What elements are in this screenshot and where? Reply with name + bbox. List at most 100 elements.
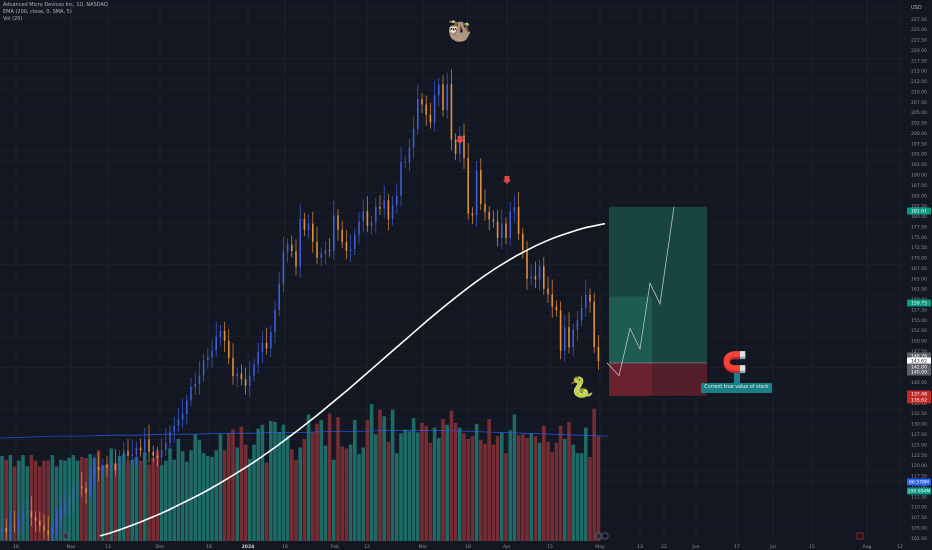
volume-bar: [269, 421, 273, 542]
candle-body: [404, 161, 406, 163]
candle-body: [249, 375, 251, 386]
volume-bar: [445, 424, 449, 542]
volume-bar: [546, 441, 550, 542]
candle-body: [530, 276, 532, 279]
volume-bar: [592, 408, 596, 542]
candle-body: [22, 514, 24, 520]
volume-bar: [487, 419, 491, 542]
volume-bar: [252, 444, 256, 542]
price-badge-bg: [907, 478, 931, 486]
volume-bar: [75, 460, 80, 542]
volume-bar: [437, 438, 441, 542]
volume-bar: [243, 444, 248, 542]
volume-bar: [378, 409, 382, 542]
candle-body: [316, 241, 318, 258]
volume-bar: [8, 455, 13, 542]
volume-bar: [96, 450, 101, 542]
candle-body: [270, 332, 272, 349]
candle-body: [396, 195, 398, 205]
annotation-callout[interactable]: Current true value of stock: [701, 383, 772, 393]
price-tick-label: 210.00: [911, 89, 927, 95]
price-badge-label: 135.62: [911, 398, 927, 404]
volume-bar: [294, 459, 298, 542]
volume-bar: [495, 436, 500, 542]
volume-bar: [218, 434, 223, 542]
candle-body: [538, 265, 541, 280]
price-badge-bg: [907, 396, 931, 404]
volume-bar: [369, 404, 374, 542]
volume-bar: [176, 438, 181, 542]
volume-bar: [420, 422, 424, 542]
price-tick-label: 205.00: [911, 110, 927, 116]
volume-bar: [159, 465, 164, 542]
price-badge-label: 159.75: [911, 301, 927, 307]
price-tick-label: 200.00: [911, 131, 927, 137]
volume-bar: [395, 453, 399, 542]
ema-200-line: [99, 222, 606, 537]
time-tick-label: 15: [809, 544, 815, 550]
candle-body: [207, 357, 209, 361]
candle-body: [286, 244, 289, 252]
trade-setup-zones: [609, 206, 707, 396]
volume-bar: [109, 448, 113, 542]
price-tick-label: 102.50: [911, 536, 927, 542]
candle-body: [156, 455, 159, 458]
legend-title: Advanced Micro Devices Inc, 1D, NASDAQ: [3, 2, 108, 8]
volume-bar: [21, 455, 25, 542]
volume-bar: [411, 418, 416, 542]
candle-body: [160, 450, 163, 458]
price-tick-label: 127.50: [911, 432, 927, 438]
candle-body: [467, 157, 469, 214]
candle-body: [89, 477, 91, 493]
time-tick-label: 12: [364, 544, 370, 550]
candle-body: [5, 527, 7, 532]
volume-bar: [147, 464, 151, 542]
price-tick-label: 122.50: [911, 453, 927, 459]
candle-body: [408, 147, 411, 162]
candle-body: [459, 135, 461, 154]
volume-bar: [491, 444, 496, 542]
price-tick-label: 120.00: [911, 463, 927, 469]
candle-body: [26, 511, 28, 515]
volume-bar: [462, 433, 466, 542]
volume-bar: [46, 460, 50, 542]
time-tick-label: 18: [465, 544, 471, 550]
volume-bar: [567, 421, 571, 542]
price-axis-bg: [906, 0, 932, 550]
candle-body: [534, 276, 537, 280]
candle-body: [232, 358, 234, 377]
volume-bar: [151, 457, 155, 542]
volume-bar: [138, 460, 143, 542]
candle-body: [228, 340, 230, 359]
candle-body: [522, 233, 524, 250]
snake-icon: 🐍: [569, 375, 594, 399]
price-tick-label: 117.50: [911, 474, 927, 480]
volume-bar: [575, 453, 580, 542]
price-tick-label: 225.00: [911, 27, 927, 33]
candle-body: [488, 212, 490, 220]
candle-body: [190, 386, 192, 401]
candle-body: [391, 204, 394, 220]
candle-body: [177, 419, 180, 426]
candle-body: [144, 439, 146, 451]
price-tick-label: 177.50: [911, 224, 927, 230]
volume-ma-line: [0, 430, 609, 439]
ema-line: [99, 222, 606, 537]
candle-body: [236, 373, 238, 377]
volume-bar: [424, 425, 428, 542]
price-tick-label: 222.50: [911, 38, 927, 44]
volume-bar: [525, 438, 529, 542]
volume-bar: [483, 443, 487, 542]
candle-body: [39, 520, 41, 526]
volume-bar: [33, 460, 38, 542]
price-tick-label: 185.00: [911, 193, 927, 199]
price-tick-label: 125.00: [911, 442, 927, 448]
candle-body: [265, 342, 268, 349]
candle-body: [341, 229, 343, 243]
volume-bar: [197, 439, 202, 542]
volume-bar: [327, 413, 332, 542]
volume-bar: [348, 444, 353, 542]
price-tick-label: 155.00: [911, 318, 927, 324]
candle-body: [312, 223, 314, 242]
